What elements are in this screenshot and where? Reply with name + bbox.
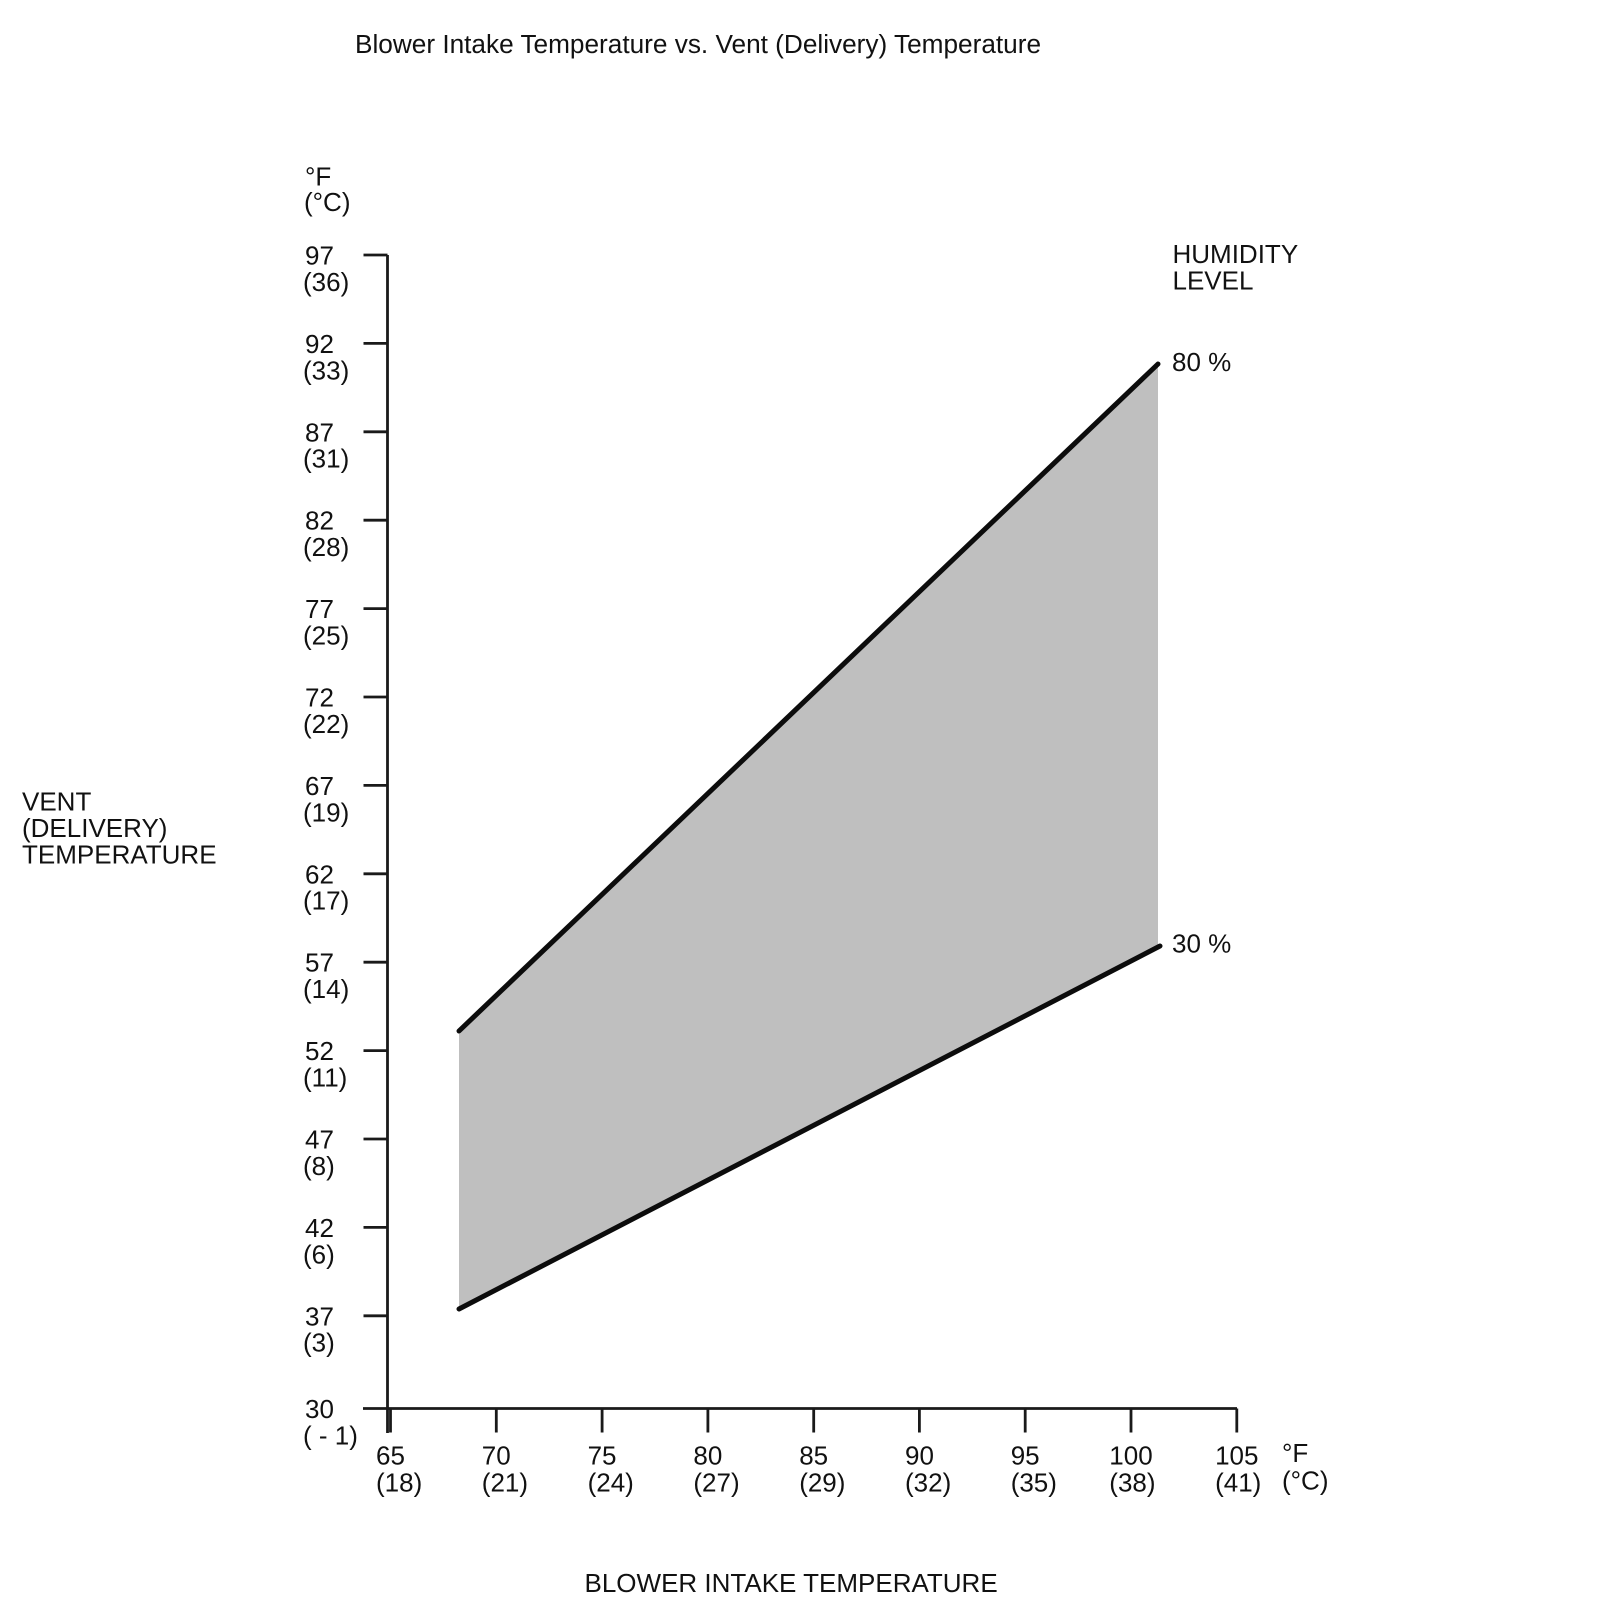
svg-text:(8): (8) <box>303 1151 335 1181</box>
svg-text:65: 65 <box>376 1440 405 1470</box>
svg-text:(22): (22) <box>303 709 349 739</box>
svg-text:80: 80 <box>693 1440 722 1470</box>
svg-text:(°C): (°C) <box>1282 1465 1329 1495</box>
svg-text:°F: °F <box>1282 1438 1308 1468</box>
svg-text:Blower Intake Temperature vs.: Blower Intake Temperature vs. Vent (Deli… <box>355 29 1041 59</box>
svg-text:(33): (33) <box>303 355 349 385</box>
svg-text:85: 85 <box>799 1440 828 1470</box>
svg-text:(41): (41) <box>1215 1468 1261 1498</box>
svg-text:(32): (32) <box>905 1468 951 1498</box>
svg-text:100: 100 <box>1109 1440 1152 1470</box>
svg-text:VENT: VENT <box>22 787 91 817</box>
svg-text:(24): (24) <box>588 1468 634 1498</box>
svg-text:(27): (27) <box>693 1468 739 1498</box>
svg-text:57: 57 <box>305 948 334 978</box>
svg-text:82: 82 <box>305 506 334 536</box>
svg-text:°F: °F <box>305 162 331 192</box>
svg-text:(11): (11) <box>303 1063 347 1093</box>
svg-text:(38): (38) <box>1109 1468 1155 1498</box>
svg-text:52: 52 <box>305 1036 334 1066</box>
svg-text:105: 105 <box>1215 1440 1258 1470</box>
svg-text:62: 62 <box>305 859 334 889</box>
svg-text:30 %: 30 % <box>1172 929 1231 959</box>
svg-text:(DELIVERY): (DELIVERY) <box>22 813 167 843</box>
svg-text:LEVEL: LEVEL <box>1173 265 1254 295</box>
svg-text:(36): (36) <box>303 267 349 297</box>
svg-text:90: 90 <box>905 1440 934 1470</box>
svg-text:(°C): (°C) <box>304 187 351 217</box>
svg-text:(19): (19) <box>303 797 349 827</box>
svg-text:67: 67 <box>305 771 334 801</box>
svg-text:97: 97 <box>305 241 334 271</box>
svg-text:80 %: 80 % <box>1172 347 1231 377</box>
svg-text:70: 70 <box>482 1440 511 1470</box>
svg-text:42: 42 <box>305 1213 334 1243</box>
svg-text:(28): (28) <box>303 532 349 562</box>
svg-text:HUMIDITY: HUMIDITY <box>1173 239 1299 269</box>
svg-text:(21): (21) <box>482 1468 528 1498</box>
svg-text:TEMPERATURE: TEMPERATURE <box>22 840 217 870</box>
svg-text:92: 92 <box>305 329 334 359</box>
svg-text:(14): (14) <box>303 974 349 1004</box>
svg-text:(6): (6) <box>303 1239 335 1269</box>
svg-text:(25): (25) <box>303 621 349 651</box>
svg-text:30: 30 <box>305 1394 334 1424</box>
svg-text:95: 95 <box>1011 1440 1040 1470</box>
svg-text:47: 47 <box>305 1125 334 1155</box>
svg-text:(29): (29) <box>799 1468 845 1498</box>
svg-text:87: 87 <box>305 417 334 447</box>
svg-text:75: 75 <box>588 1440 617 1470</box>
svg-text:(18): (18) <box>376 1468 422 1498</box>
svg-text:( - 1): ( - 1) <box>303 1420 358 1450</box>
svg-text:37: 37 <box>305 1301 334 1331</box>
svg-text:(35): (35) <box>1011 1468 1057 1498</box>
svg-text:(3): (3) <box>303 1328 335 1358</box>
svg-text:77: 77 <box>305 594 334 624</box>
svg-text:(31): (31) <box>303 444 349 474</box>
svg-text:(17): (17) <box>303 886 349 916</box>
svg-text:72: 72 <box>305 683 334 713</box>
svg-text:BLOWER INTAKE TEMPERATURE: BLOWER INTAKE TEMPERATURE <box>585 1568 998 1598</box>
